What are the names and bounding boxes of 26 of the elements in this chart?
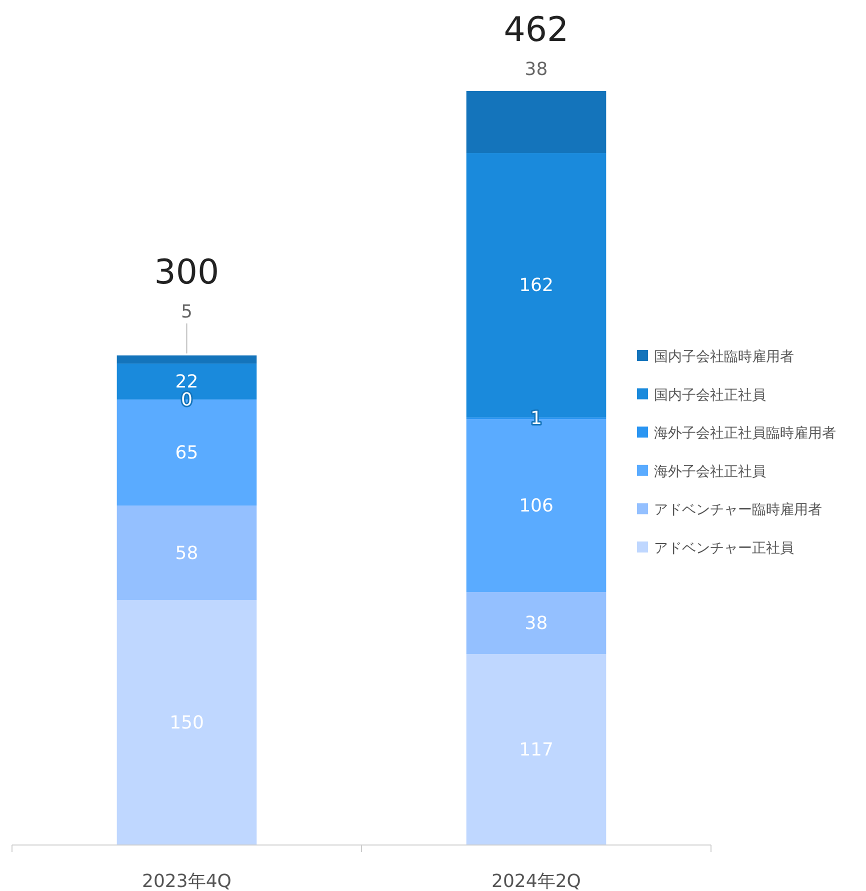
legend-label: アドベンチャー正社員 (654, 540, 794, 556)
data-label: 162 (519, 275, 554, 296)
x-tick-label: 2023年4Q (142, 871, 232, 891)
data-label: 38 (524, 59, 548, 80)
data-label: 150 (170, 712, 204, 734)
bar (466, 91, 606, 154)
legend-label: 海外子会社正社員臨時雇用者 (654, 426, 836, 442)
legend-label: 国内子会社正社員 (654, 387, 766, 404)
total-label: 300 (154, 252, 220, 292)
legend-label: 国内子会社臨時雇用者 (654, 349, 794, 365)
data-label: 1 (530, 408, 542, 430)
bar (466, 592, 606, 654)
bar (466, 654, 606, 845)
x-tick-label: 2024年2Q (492, 871, 581, 891)
data-label: 65 (175, 442, 198, 464)
data-label: 106 (519, 496, 554, 517)
data-label: 117 (519, 740, 554, 761)
total-label: 462 (504, 10, 569, 50)
data-label: 58 (175, 542, 198, 564)
bar (116, 355, 257, 364)
data-label: 38 (524, 613, 548, 634)
bar (116, 506, 257, 600)
data-label: 5 (181, 301, 192, 322)
legend-label: 海外子会社正社員 (654, 464, 766, 480)
legend-label: アドベンチャー臨時雇用者 (654, 502, 822, 518)
bar (116, 600, 257, 845)
